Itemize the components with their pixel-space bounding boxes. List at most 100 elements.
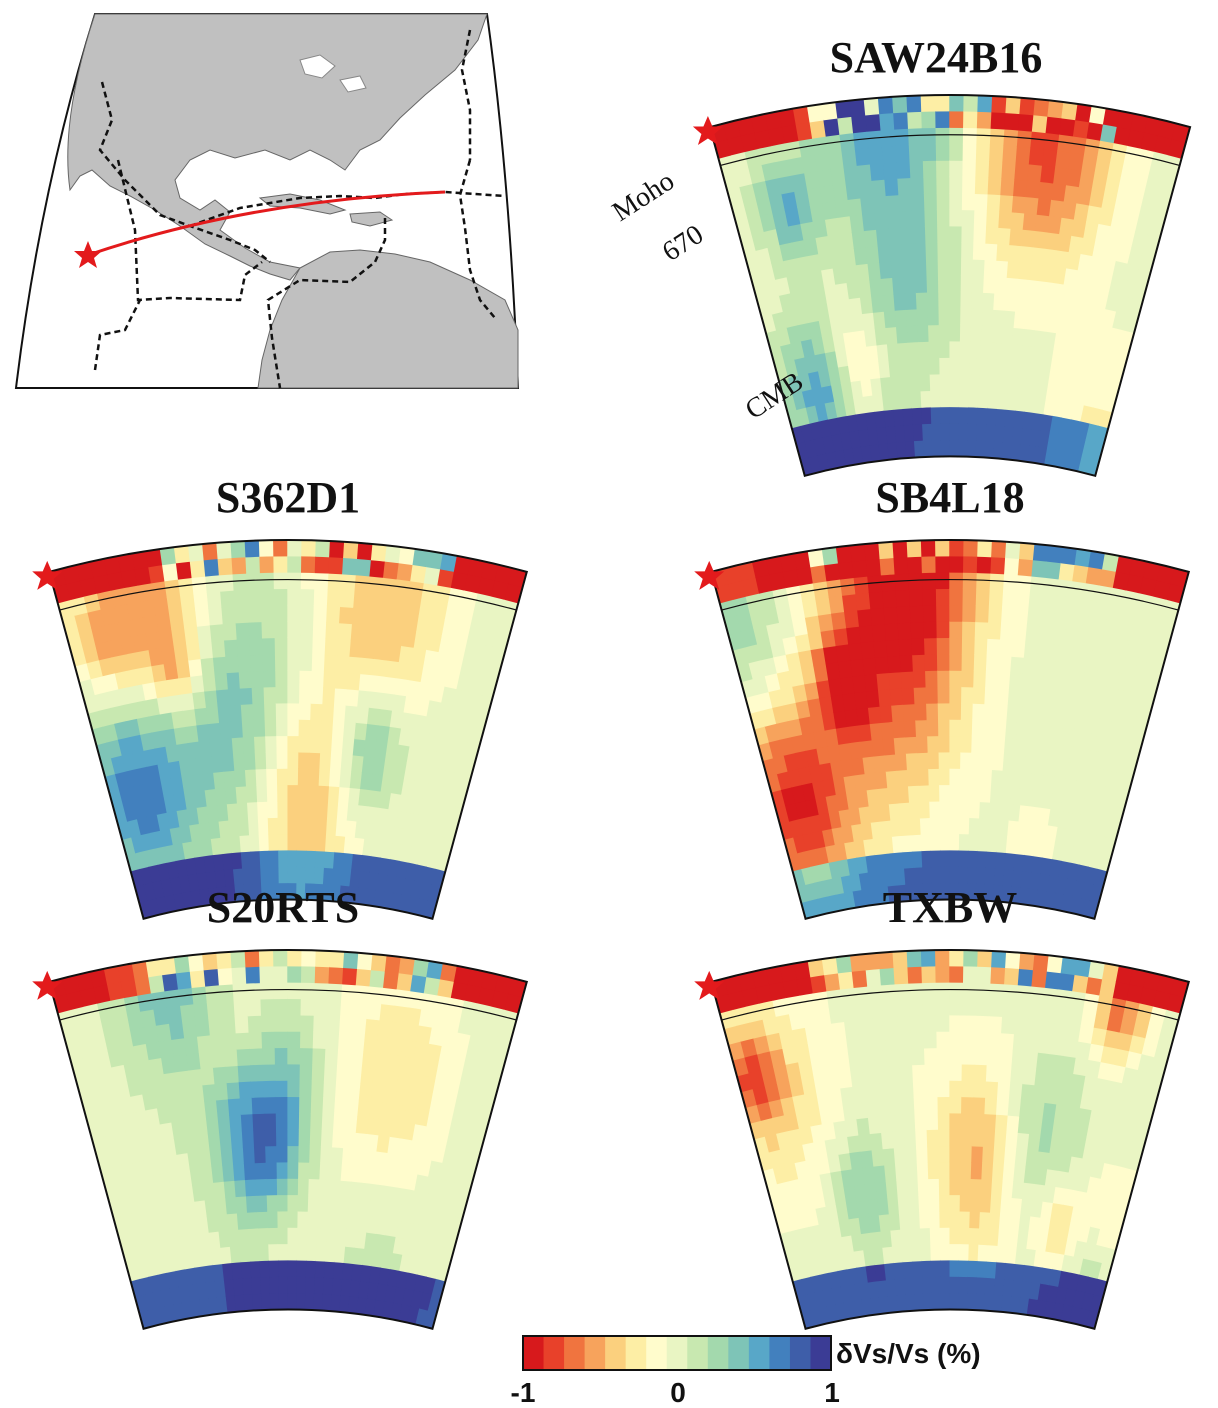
velocity-cell: [196, 1215, 210, 1235]
velocity-cell: [856, 707, 871, 726]
velocity-cell: [1032, 773, 1047, 792]
velocity-cell: [1018, 886, 1030, 905]
velocity-cell: [456, 1082, 474, 1103]
velocity-cell: [874, 410, 887, 429]
velocity-cell: [423, 715, 440, 735]
velocity-cell: [877, 1098, 893, 1117]
velocity-cell: [287, 670, 301, 688]
velocity-cell: [444, 1013, 463, 1033]
velocity-cell: [380, 840, 394, 860]
velocity-cell: [1125, 640, 1144, 661]
velocity-cell: [277, 800, 289, 818]
velocity-cell: [828, 677, 844, 697]
velocity-cell: [297, 1194, 310, 1212]
velocity-cell: [833, 627, 850, 647]
velocity-cell: [804, 354, 820, 374]
velocity-cell: [472, 659, 490, 680]
velocity-cell: [846, 857, 860, 876]
velocity-cell: [378, 857, 392, 876]
velocity-cell: [976, 423, 988, 442]
velocity-cell: [120, 568, 139, 589]
velocity-cell: [885, 1048, 901, 1067]
velocity-cell: [434, 718, 451, 738]
velocity-cell: [93, 983, 112, 1004]
velocity-cell: [1043, 577, 1061, 596]
velocity-cell: [949, 1243, 961, 1261]
velocity-cell: [818, 695, 835, 715]
velocity-cell: [984, 1097, 999, 1115]
velocity-cell: [222, 852, 234, 871]
velocity-cell: [841, 248, 858, 267]
velocity-cell: [156, 812, 171, 831]
velocity-cell: [410, 564, 428, 584]
velocity-cell: [958, 1259, 970, 1278]
cross-section: [32, 538, 529, 920]
velocity-cell: [252, 1293, 263, 1311]
velocity-cell: [839, 577, 857, 596]
velocity-cell: [858, 1215, 872, 1235]
velocity-cell: [898, 1212, 912, 1230]
velocity-cell: [98, 707, 116, 727]
velocity-cell: [126, 1010, 145, 1031]
velocity-cell: [878, 1213, 892, 1232]
velocity-cell: [899, 654, 915, 673]
velocity-cell: [1050, 348, 1065, 368]
velocity-cell: [791, 1194, 807, 1214]
velocity-cell: [891, 704, 905, 722]
velocity-cell: [215, 1098, 231, 1117]
velocity-cell: [985, 1080, 1000, 1099]
velocity-cell: [100, 1015, 119, 1036]
velocity-cell: [1002, 145, 1019, 164]
velocity-cell: [998, 802, 1012, 821]
velocity-cell: [939, 817, 951, 835]
velocity-cell: [958, 439, 969, 457]
velocity-cell: [991, 540, 1008, 559]
velocity-cell: [984, 687, 999, 705]
velocity-cell: [885, 1278, 898, 1297]
velocity-cell: [782, 978, 801, 999]
velocity-cell: [821, 711, 837, 731]
velocity-cell: [426, 960, 445, 980]
velocity-cell: [830, 760, 845, 779]
velocity-cell: [415, 1107, 431, 1127]
velocity-cell: [862, 1067, 878, 1086]
velocity-cell: [1018, 261, 1033, 281]
velocity-cell: [1063, 1188, 1078, 1207]
colorbar-frame: [522, 1335, 832, 1371]
velocity-cell: [477, 576, 497, 597]
velocity-cell: [1109, 997, 1128, 1017]
velocity-cell: [142, 614, 160, 634]
velocity-cell: [269, 882, 280, 900]
velocity-cell: [938, 719, 951, 737]
velocity-cell: [878, 360, 892, 379]
velocity-cell: [157, 1171, 173, 1191]
velocity-cell: [903, 867, 916, 885]
velocity-cell: [877, 96, 895, 115]
velocity-cell: [106, 571, 126, 591]
velocity-cell: [1044, 231, 1061, 251]
velocity-cell: [1055, 382, 1070, 402]
velocity-cell: [125, 1178, 141, 1198]
velocity-cell: [287, 637, 302, 655]
velocity-cell: [276, 735, 289, 753]
velocity-cell: [96, 999, 116, 1020]
velocity-cell: [860, 444, 873, 464]
velocity-cell: [1010, 343, 1024, 362]
velocity-cell: [971, 275, 986, 293]
velocity-cell: [1060, 1137, 1076, 1157]
velocity-cell: [1022, 1264, 1035, 1283]
velocity-cell: [245, 785, 259, 803]
velocity-cell: [812, 285, 828, 305]
velocity-cell: [1013, 1017, 1030, 1036]
velocity-cell: [949, 127, 965, 145]
velocity-cell: [146, 1224, 162, 1243]
velocity-cell: [815, 1006, 833, 1026]
velocity-cell: [871, 738, 886, 757]
velocity-cell: [326, 1212, 340, 1230]
velocity-cell: [159, 828, 174, 847]
velocity-cell: [885, 868, 898, 887]
velocity-cell: [1060, 645, 1078, 665]
velocity-cell: [1103, 1029, 1122, 1049]
velocity-cell: [973, 670, 988, 688]
velocity-cell: [977, 539, 994, 558]
